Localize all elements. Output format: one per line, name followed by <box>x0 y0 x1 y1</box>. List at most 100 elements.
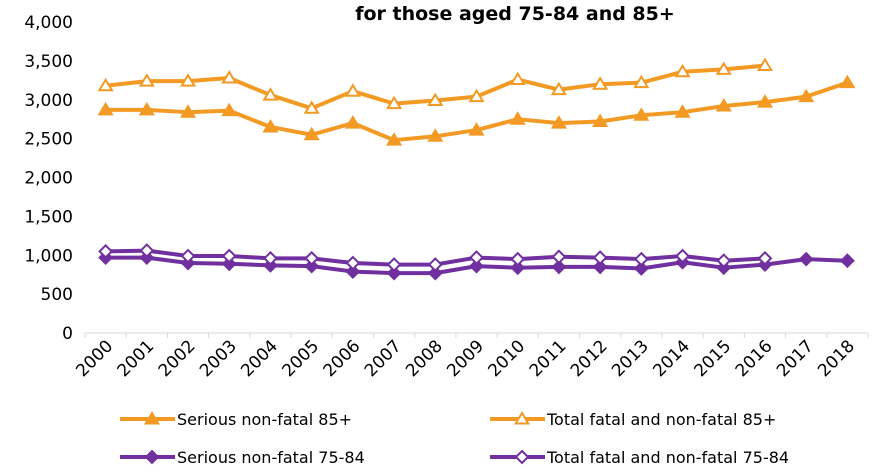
series-point <box>138 101 155 116</box>
series-point <box>179 104 197 118</box>
x-tick-label: 2016 <box>732 336 777 381</box>
series-point <box>551 249 567 265</box>
series-point <box>715 61 732 75</box>
series-point <box>592 76 609 90</box>
series-point <box>263 250 278 266</box>
series-point <box>592 259 608 275</box>
y-tick-label: 2,500 <box>24 130 73 150</box>
y-tick-label: 0 <box>62 324 73 344</box>
series-point <box>469 250 484 265</box>
series-point <box>633 251 649 267</box>
legend-label: Serious non-fatal 85+ <box>177 410 352 429</box>
y-tick-label: 2,000 <box>24 169 73 189</box>
x-tick-label: 2018 <box>814 336 859 381</box>
series-point <box>144 449 160 465</box>
series-point <box>262 87 279 101</box>
series-point <box>303 100 320 114</box>
x-tick-label: 2015 <box>691 336 736 381</box>
series-point <box>514 449 530 465</box>
series-point <box>468 122 485 136</box>
series-point <box>839 74 856 89</box>
legend-item: Total fatal and non-fatal 85+ <box>490 410 776 429</box>
series-point <box>97 101 114 116</box>
y-tick-label: 1,500 <box>24 207 73 227</box>
series-point <box>139 243 155 258</box>
x-tick-label: 2003 <box>196 336 241 381</box>
series-point <box>839 253 855 269</box>
series-point <box>262 119 279 133</box>
chart-title: for those aged 75-84 and 85+ <box>355 3 675 25</box>
series-point <box>386 132 403 146</box>
x-tick-label: 2011 <box>526 336 571 381</box>
series-point <box>510 260 526 276</box>
x-tick-label: 2008 <box>402 336 447 381</box>
series-point <box>386 257 402 272</box>
series-point <box>674 63 691 78</box>
series-point <box>221 102 238 117</box>
series-layer <box>97 57 856 281</box>
x-tick-label: 2007 <box>361 336 406 381</box>
y-tick-label: 4,000 <box>24 13 73 33</box>
y-tick-label: 3,500 <box>24 52 73 72</box>
series-point <box>469 258 484 274</box>
series-point <box>798 251 814 267</box>
series-point <box>592 250 608 265</box>
x-tick-label: 2006 <box>320 336 365 381</box>
series-point <box>345 255 361 271</box>
series-point <box>98 243 114 259</box>
series-point <box>427 257 443 272</box>
series-point <box>592 113 609 128</box>
series-point <box>674 104 691 118</box>
series-point <box>633 107 650 121</box>
series-point <box>386 265 402 281</box>
series-point <box>427 128 444 142</box>
series-point <box>427 265 443 281</box>
x-tick-label: 2014 <box>649 336 694 381</box>
series-point <box>675 248 690 264</box>
x-tick-label: 2013 <box>608 336 653 381</box>
series-point <box>303 126 320 141</box>
series-point <box>344 83 361 97</box>
x-axis: 2000200120022003200420052006200720082009… <box>72 332 869 381</box>
series-point <box>221 256 237 272</box>
y-tick-label: 500 <box>41 285 73 305</box>
series-point <box>798 88 815 103</box>
series-point <box>756 57 774 72</box>
series-point <box>509 111 526 125</box>
legend-label: Serious non-fatal 75-84 <box>177 448 365 467</box>
x-tick-label: 2002 <box>155 336 200 381</box>
series-point <box>550 81 567 96</box>
series <box>98 243 773 272</box>
series-point <box>633 261 649 276</box>
x-tick-label: 2005 <box>278 336 323 381</box>
series-point <box>97 77 114 92</box>
legend-label: Total fatal and non-fatal 75-84 <box>546 448 789 467</box>
series-point <box>304 258 320 274</box>
series-point <box>345 264 361 279</box>
series-point <box>715 98 732 112</box>
x-tick-label: 2004 <box>237 336 282 381</box>
legend-item: Total fatal and non-fatal 75-84 <box>490 448 789 467</box>
series-point <box>468 88 485 103</box>
series-point <box>221 70 238 84</box>
x-tick-label: 2012 <box>567 336 612 381</box>
series-point <box>633 74 650 89</box>
series-point <box>386 95 403 110</box>
series <box>97 57 774 114</box>
y-tick-label: 1,000 <box>24 246 73 266</box>
legend: Serious non-fatal 85+ Total fatal and non… <box>120 410 789 467</box>
y-axis: 0 500 1,000 1,500 2,000 2,500 3,000 3,500 4,000 <box>24 13 73 344</box>
legend-item: Serious non-fatal 85+ <box>120 410 352 429</box>
series-point <box>510 251 526 267</box>
x-tick-label: 2001 <box>114 336 159 381</box>
y-tick-label: 3,000 <box>24 91 73 111</box>
series-point <box>509 71 526 86</box>
series-point <box>304 250 320 266</box>
legend-label: Total fatal and non-fatal 85+ <box>546 410 776 429</box>
series-point <box>756 94 774 108</box>
series-point <box>550 115 567 129</box>
series-point <box>221 248 237 264</box>
series-point <box>757 250 773 266</box>
series-point <box>513 411 531 425</box>
